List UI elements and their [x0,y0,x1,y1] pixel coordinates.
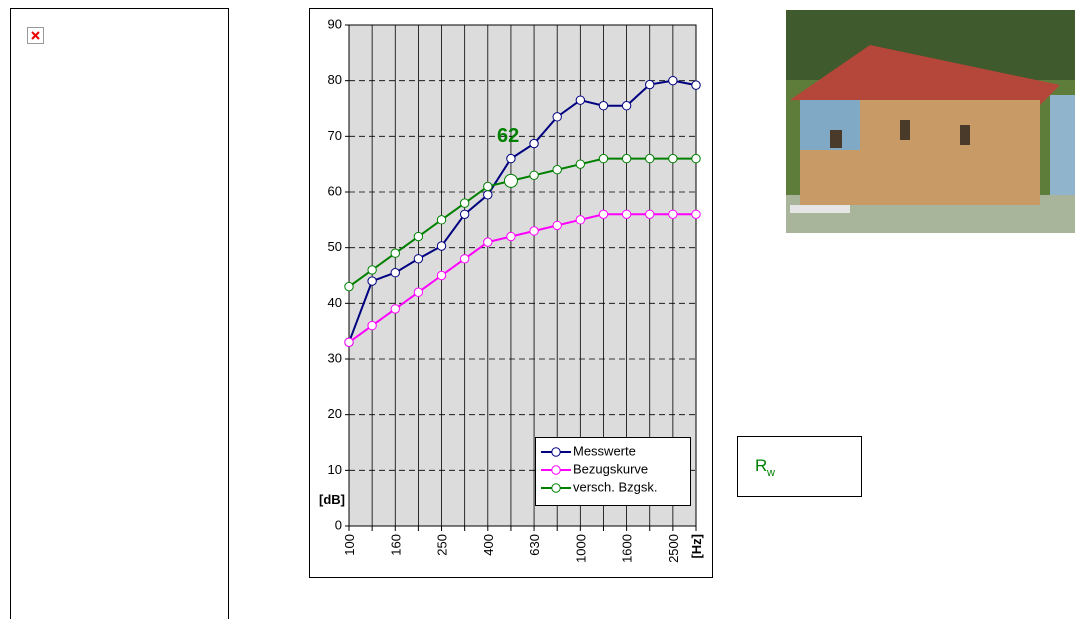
point [436,241,447,251]
point [367,320,377,331]
legend-label: Bezugskurve [573,461,648,476]
point [668,209,678,219]
x-tick-label: 100 [342,534,357,556]
point [483,190,493,200]
y-tick-label: 30 [328,350,342,365]
point [367,265,377,275]
house-photo [786,10,1075,233]
annotation: 62 [497,125,519,147]
point [552,165,562,175]
point [459,198,470,208]
point [436,215,447,225]
point [598,153,609,164]
point [598,101,609,111]
y-tick-label: 10 [328,462,342,477]
point [459,209,470,219]
point [344,281,354,292]
point [459,254,470,264]
x-tick-label: 1600 [620,534,635,563]
side-panel [10,8,229,619]
x-tick-label: 2500 [666,534,681,563]
legend-marker [551,447,561,457]
point [367,276,377,286]
series-line [348,157,696,288]
x-tick-label: 630 [527,534,542,556]
point [483,237,493,247]
point [621,153,632,164]
legend-marker [551,465,561,475]
plot-border [348,24,697,527]
point [645,209,655,219]
y-tick-label: 70 [328,128,342,143]
point [529,226,539,236]
point [621,209,632,219]
point [645,79,655,90]
point [691,153,701,164]
x-tick-label: 160 [388,534,403,556]
legend-label: Messwerte [573,443,636,458]
point [390,304,400,314]
point [436,270,447,281]
y-tick-label: 80 [328,72,342,87]
point [645,153,655,164]
y-axis-label: [dB] [319,492,345,507]
y-tick-label: 90 [328,16,342,31]
point [344,337,354,347]
y-tick-label: 20 [328,406,342,421]
point [691,209,701,219]
point [552,220,562,231]
point [413,231,424,242]
point [529,170,539,181]
point [506,153,516,164]
point [575,95,586,105]
point [483,181,493,192]
series-line [348,213,696,344]
rw-label: R [755,456,767,475]
legend-label: versch. Bzgsk. [573,479,658,494]
x-tick-label: 400 [481,534,496,556]
point [691,80,701,90]
broken-image-icon [27,27,44,44]
point [413,287,424,297]
point [621,101,632,111]
point [552,112,562,122]
y-tick-label: 0 [335,517,342,532]
rw-subscript: w [766,467,775,479]
point [413,254,424,264]
y-tick-label: 60 [328,183,342,198]
x-tick-label: 250 [435,534,450,556]
point [390,268,400,278]
point [575,215,586,225]
point [668,153,678,164]
rw-box [737,436,862,497]
y-tick-label: 40 [328,295,342,310]
y-tick-label: 50 [328,239,342,254]
series-line [348,79,697,343]
point [575,159,586,169]
point [506,231,516,242]
legend-box [535,437,691,506]
x-axis-label: [Hz] [689,534,704,559]
x-tick-label: 1000 [573,534,588,563]
point [668,75,678,86]
point [529,138,539,149]
legend-marker [551,483,561,493]
point [598,209,609,219]
point [503,173,518,188]
point [390,248,400,258]
